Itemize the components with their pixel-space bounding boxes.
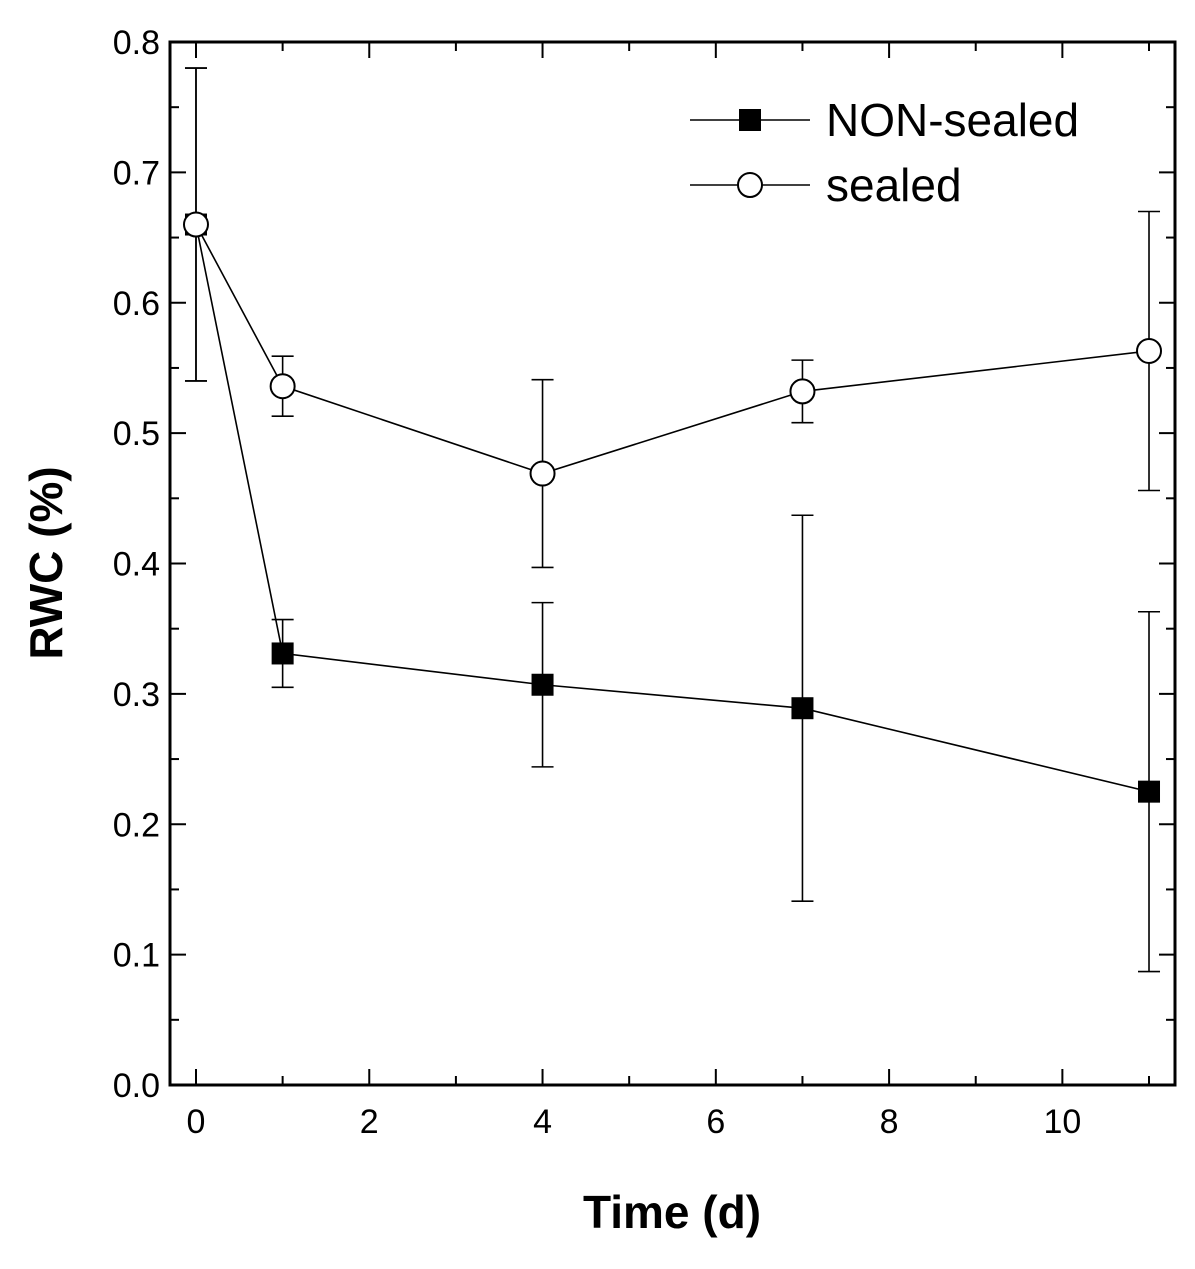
point-non-sealed <box>1138 780 1161 803</box>
x-tick-label: 10 <box>1043 1103 1081 1141</box>
y-tick-label: 0.0 <box>113 1067 160 1105</box>
axis-ticks <box>170 41 1175 1086</box>
point-sealed <box>789 378 816 405</box>
series-layer <box>182 67 1163 973</box>
legend: NON-sealed sealed <box>690 94 1079 211</box>
point-non-sealed <box>791 697 814 720</box>
x-tick-label: 0 <box>187 1103 206 1141</box>
y-tick-label: 0.2 <box>113 806 160 844</box>
plot-frame <box>168 40 1177 1087</box>
x-tick-label: 4 <box>533 1103 552 1141</box>
series-line-non-sealed <box>195 224 1150 793</box>
y-axis-title: RWC (%) <box>20 466 72 659</box>
y-tick-label: 0.4 <box>113 546 160 584</box>
point-sealed <box>269 373 296 400</box>
y-tick-label: 0.5 <box>113 415 160 453</box>
series-line-sealed <box>195 224 1150 475</box>
x-tick-label: 6 <box>706 1103 725 1141</box>
y-tick-label: 0.1 <box>113 937 160 975</box>
y-tick-label: 0.7 <box>113 154 160 192</box>
legend-marker-non-sealed <box>739 109 761 131</box>
point-non-sealed <box>531 673 554 696</box>
y-tick-labels: 0.0 0.1 0.2 0.3 0.4 0.5 0.6 0.7 0.8 <box>113 24 160 1105</box>
y-tick-label: 0.8 <box>113 24 160 62</box>
x-tick-labels: 0 2 4 6 8 10 <box>187 1103 1082 1141</box>
point-sealed <box>182 211 209 238</box>
y-tick-label: 0.3 <box>113 676 160 714</box>
point-sealed <box>1136 337 1163 364</box>
y-tick-label: 0.6 <box>113 285 160 323</box>
x-tick-label: 2 <box>360 1103 379 1141</box>
legend-label-non-sealed: NON-sealed <box>826 94 1079 146</box>
point-sealed <box>529 460 556 487</box>
x-axis-title: Time (d) <box>583 1186 761 1238</box>
x-tick-label: 8 <box>880 1103 899 1141</box>
legend-marker-sealed <box>737 172 763 198</box>
point-non-sealed <box>271 642 294 665</box>
legend-label-sealed: sealed <box>826 159 962 211</box>
